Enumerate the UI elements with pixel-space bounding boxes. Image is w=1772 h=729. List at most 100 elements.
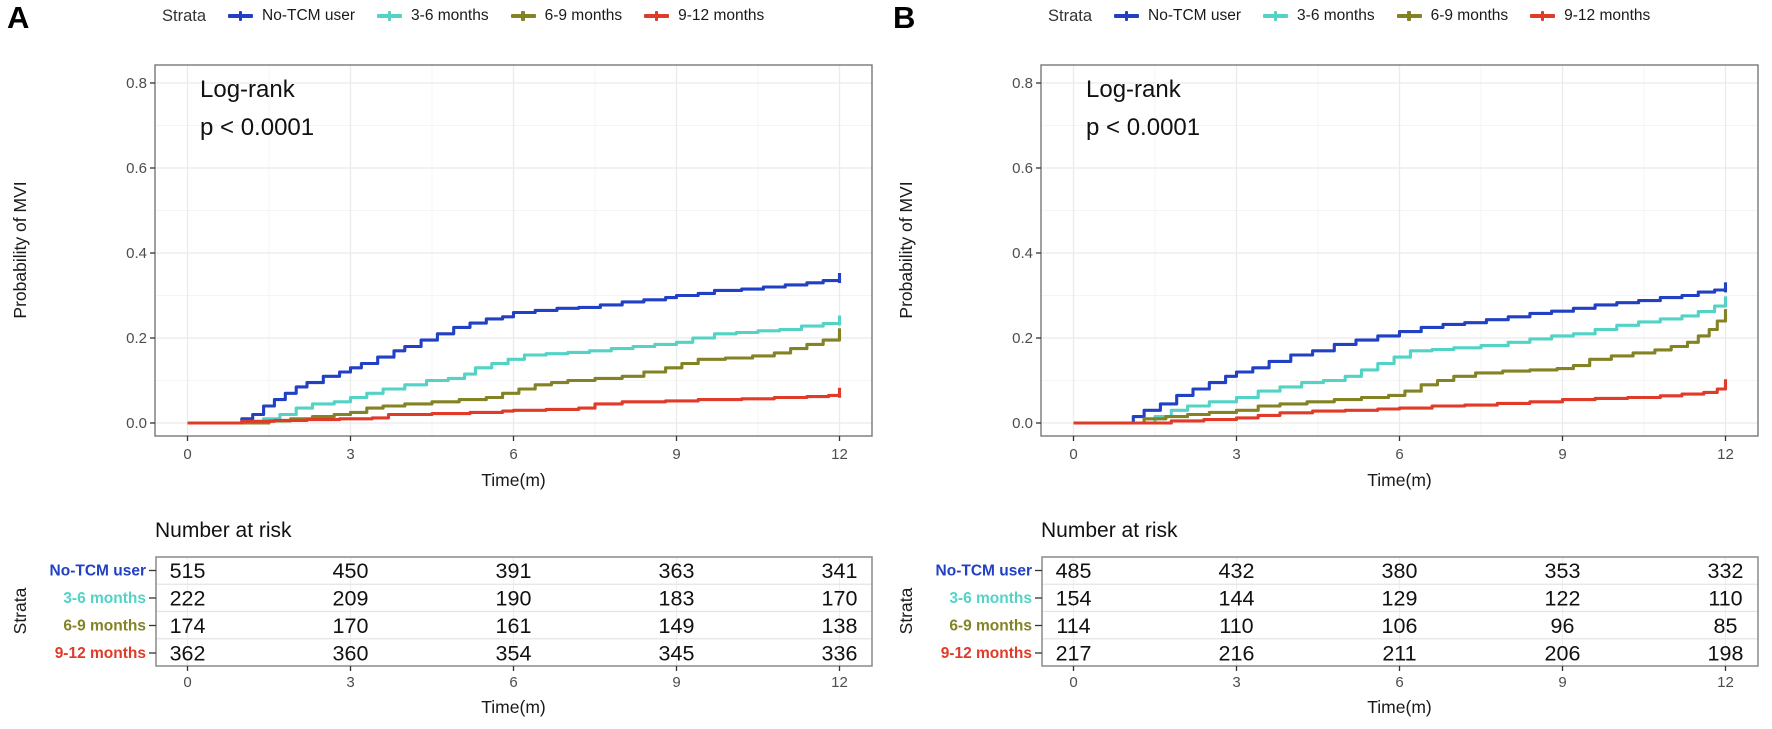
risk-axis-ticks [1072,666,1727,671]
legend-key-tick [521,11,525,21]
legend-key-tick [654,11,659,21]
risk-count: 380 [1382,559,1418,583]
legend-key-tick [1407,11,1411,21]
risk-count: 149 [659,614,695,638]
gridlines-major [1041,65,1758,436]
y-tick-label: 0.4 [126,245,147,262]
y-tick-label: 0.2 [126,330,147,347]
risk-table-title: Number at risk [155,519,292,542]
legend-item-label: 6-9 months [1430,7,1509,24]
risk-row-label-9-12-months: 9-12 months [55,645,146,662]
risk-x-axis-title: Time(m) [481,697,545,717]
risk-row-label-6-9-months: 6-9 months [63,618,146,635]
risk-count: 144 [1219,587,1255,611]
risk-count: 110 [1219,614,1253,638]
risk-table-title: Number at risk [1041,519,1178,542]
legend-item-label: 6-9 months [544,7,623,24]
risk-count: 110 [1708,587,1742,611]
risk-count: 154 [1056,587,1092,611]
logrank-annotation-line: Log-rank [1086,76,1182,103]
survival-curve-3-6-months [1073,301,1728,425]
y-axis-title: Probability of MVI [10,181,30,318]
legend-item-6-9-months: 6-9 months [510,7,623,25]
survival-curve-no-tcm-user [187,278,842,425]
legend-item-label: No-TCM user [262,7,356,24]
risk-count: 129 [1382,587,1418,611]
risk-count: 216 [1219,642,1255,666]
legend-item-3-6-months: 3-6 months [1263,7,1375,25]
risk-x-tick-label: 12 [1717,674,1734,691]
legend-key-tick [1124,11,1129,21]
x-tick-label: 9 [1558,446,1566,463]
risk-count: 161 [496,614,532,638]
x-axis-title: Time(m) [481,470,545,490]
risk-count: 170 [822,587,858,611]
axis-ticks [150,82,841,441]
x-tick-label: 12 [1717,446,1734,463]
legend-item-no-tcm-user: No-TCM user [228,7,355,25]
legend-title: Strata [1048,6,1093,25]
legend-key-plus-icon [377,10,403,23]
risk-row-label-3-6-months: 3-6 months [949,590,1032,607]
legend-item-9-12-months: 9-12 months [1530,7,1650,25]
logrank-annotation-line: p < 0.0001 [200,114,314,141]
y-tick-label: 0.6 [126,160,147,177]
risk-axis-ticks [186,666,841,671]
risk-count: 114 [1056,614,1090,638]
x-tick-label: 3 [1232,446,1240,463]
legend-item-label: 9-12 months [678,7,765,24]
risk-count: 222 [170,587,206,611]
survival-curve-9-12-months [1073,384,1728,425]
risk-count: 353 [1545,559,1581,583]
risk-row-label-no-tcm-user: No-TCM user [936,563,1032,580]
legend-key-plus-icon [1396,10,1422,23]
risk-count: 360 [333,642,369,666]
risk-row-label-6-9-months: 6-9 months [949,618,1032,635]
risk-row-label-3-6-months: 3-6 months [63,590,146,607]
axis-ticks [1036,82,1727,441]
risk-x-tick-label: 9 [672,674,680,691]
x-tick-label: 3 [346,446,354,463]
y-tick-label: 0.2 [1012,330,1033,347]
risk-count: 332 [1708,559,1744,583]
survival-curve-3-6-months [187,321,842,425]
legend-item-no-tcm-user: No-TCM user [1114,7,1241,25]
x-tick-label: 6 [1395,446,1403,463]
risk-count: 362 [170,642,206,666]
legend-item-label: No-TCM user [1148,7,1242,24]
x-tick-label: 12 [831,446,848,463]
risk-row-label-no-tcm-user: No-TCM user [50,563,146,580]
strata-axis-title: Strata [896,587,916,634]
survival-chart-b: 0.0 0.2 0.4 0.6 0.8 0 3 6 9 12 Time(m) Probability … [896,64,1759,717]
x-axis-title: Time(m) [1367,470,1431,490]
panel-a: A Strata No-TCM user 3-6 months 6-9 months… [7,0,873,717]
legend-item-label: 3-6 months [1297,7,1375,24]
risk-x-tick-label: 3 [1232,674,1240,691]
logrank-annotation-line: p < 0.0001 [1086,114,1200,141]
risk-count: 211 [1382,642,1416,666]
risk-count: 345 [659,642,695,666]
survival-curves [1073,282,1728,425]
risk-count: 183 [659,587,695,611]
x-tick-label: 0 [183,446,191,463]
legend-key-tick [1540,11,1545,21]
risk-count: 450 [333,559,369,583]
legend-item-label: 3-6 months [411,7,489,24]
risk-x-tick-label: 3 [346,674,354,691]
survival-curve-no-tcm-user [1073,287,1728,425]
risk-count: 336 [822,642,858,666]
legend-key-plus-icon [1530,10,1556,23]
risk-count: 515 [170,559,206,583]
legend-item-3-6-months: 3-6 months [377,7,489,25]
legend-item-label: 9-12 months [1564,7,1651,24]
x-tick-label: 0 [1069,446,1077,463]
risk-count: 206 [1545,642,1581,666]
survival-curve-6-9-months [1073,314,1728,425]
y-axis-title: Probability of MVI [896,181,916,318]
panel-b: B Strata No-TCM user 3-6 months 6-9 months… [886,0,1772,729]
legend-key-tick [238,11,243,21]
risk-x-tick-label: 12 [831,674,848,691]
legend-a: Strata No-TCM user 3-6 months 6-9 months 9-… [162,3,764,29]
legend-item-6-9-months: 6-9 months [1396,7,1509,25]
